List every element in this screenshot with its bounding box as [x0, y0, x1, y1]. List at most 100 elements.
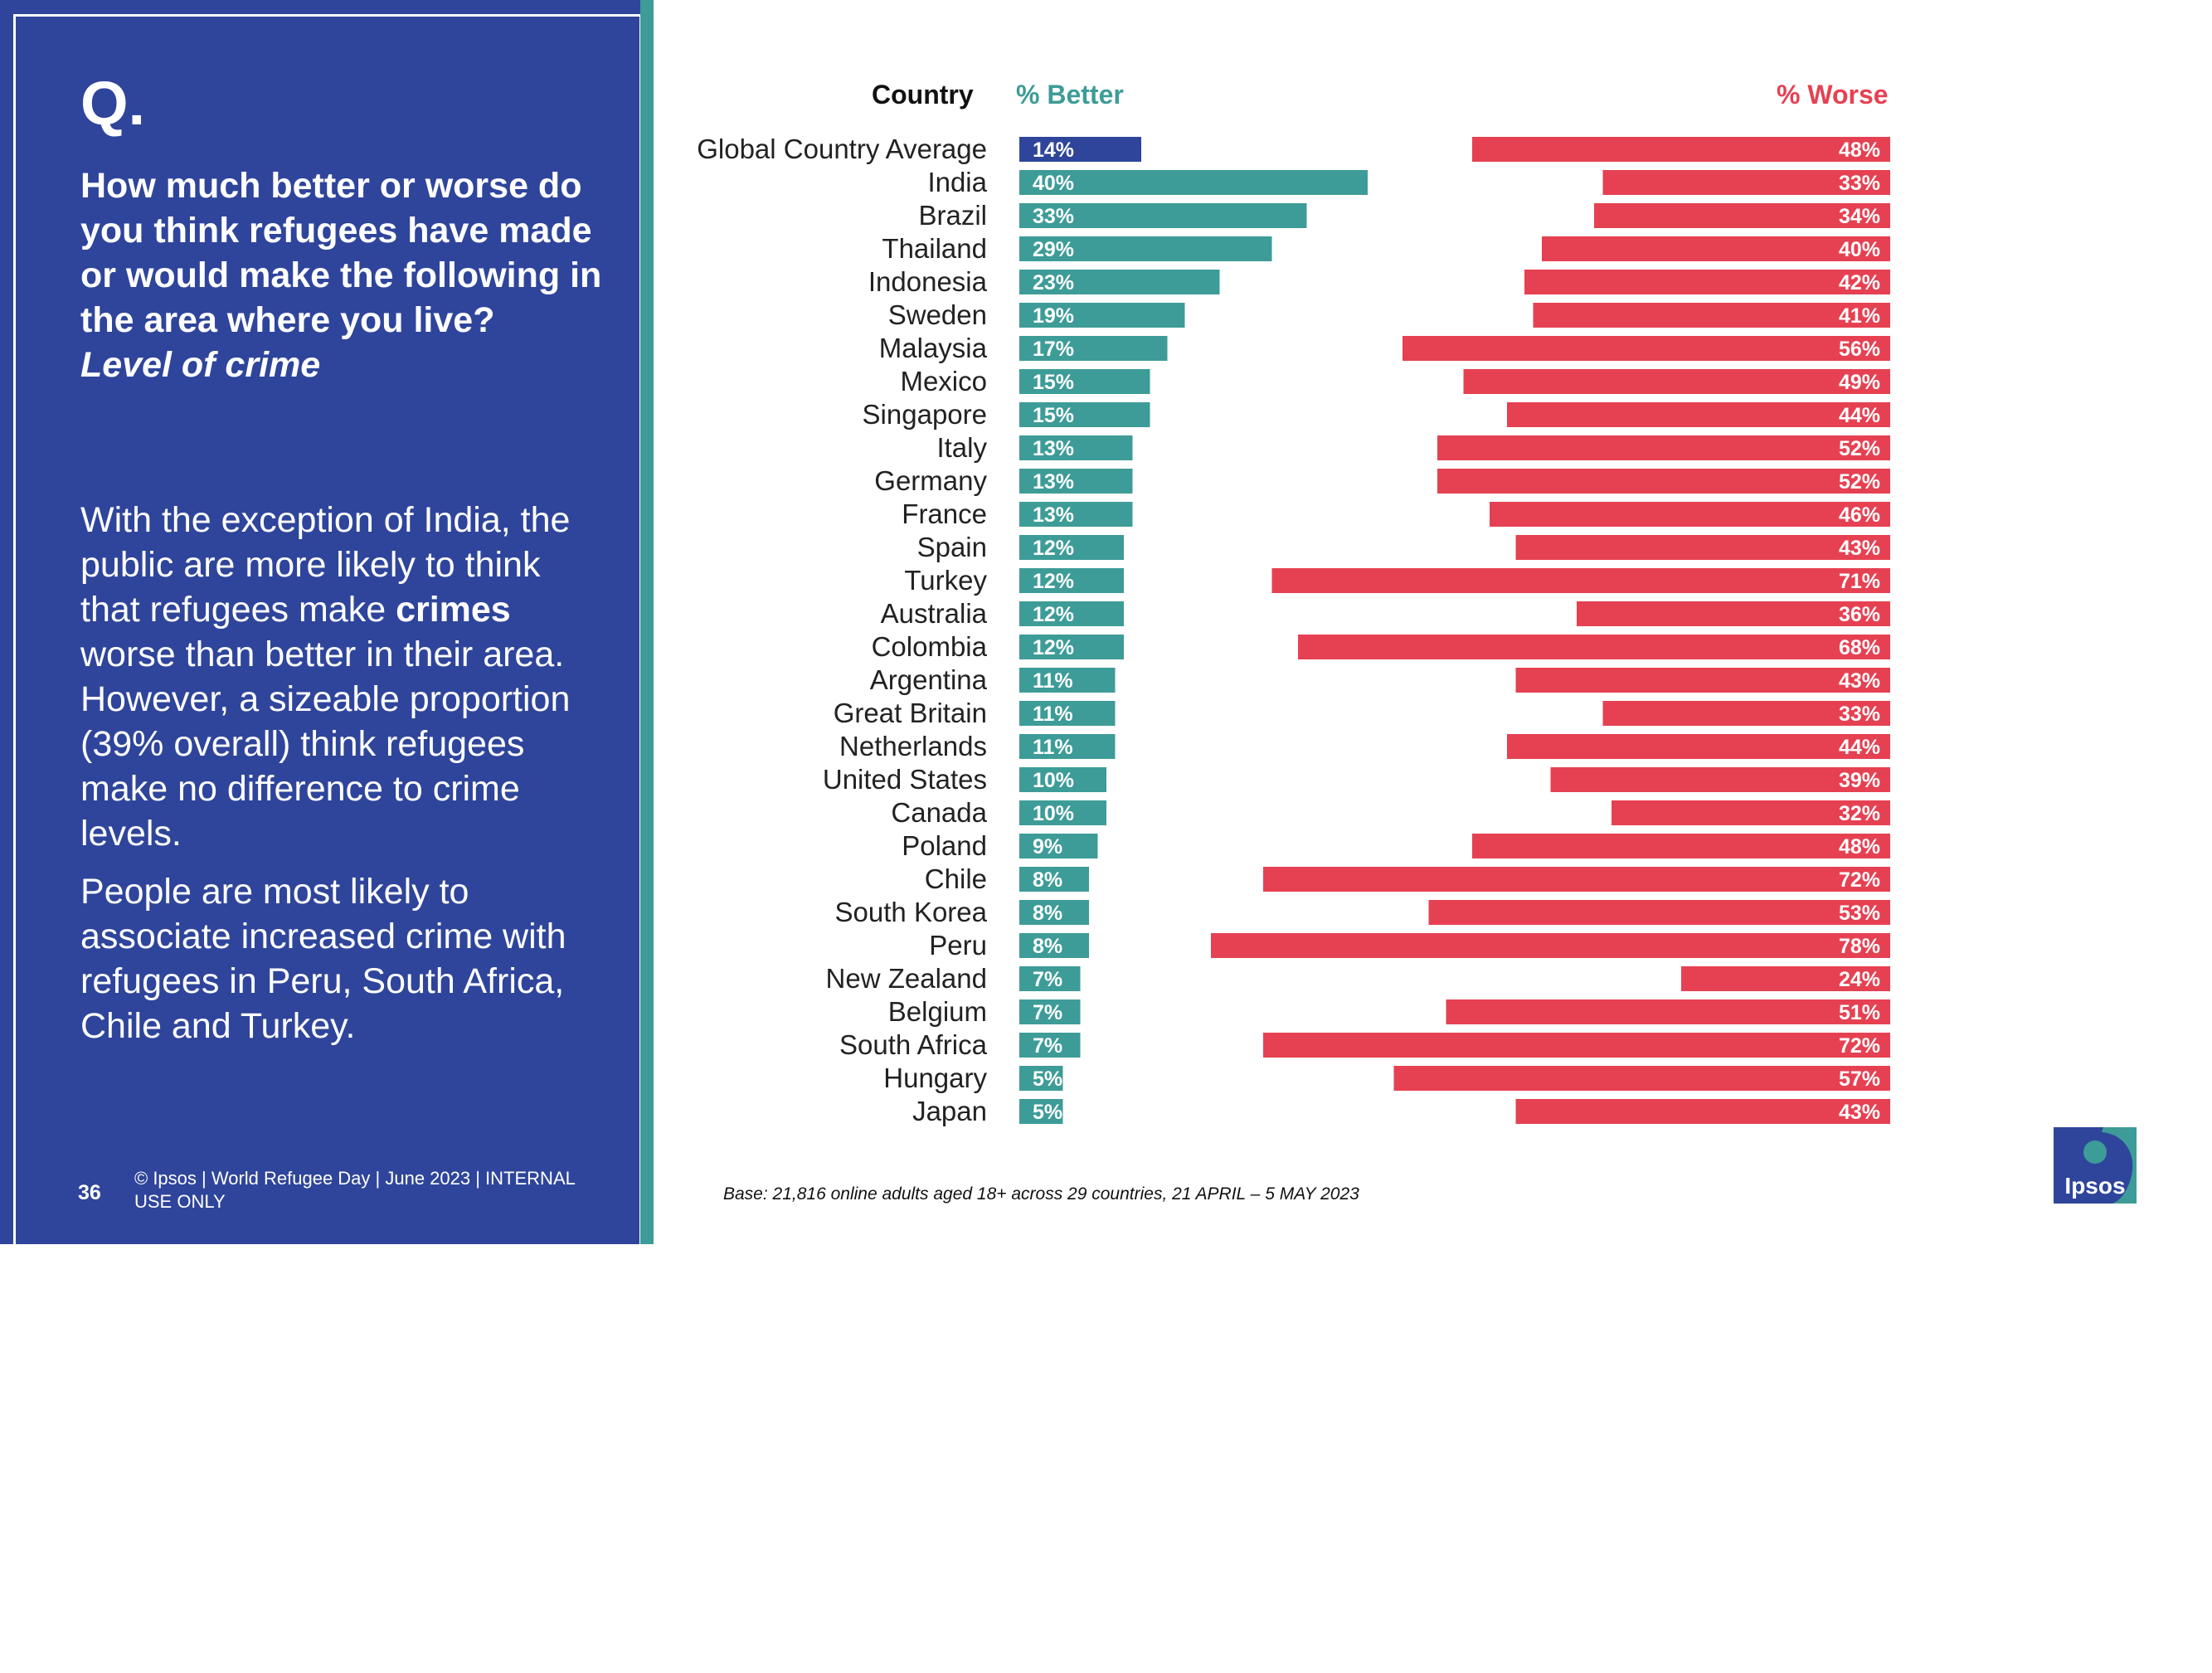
better-value-label: 7%: [1033, 1034, 1062, 1058]
worse-bar: [1524, 270, 1890, 294]
better-value-label: 8%: [1033, 868, 1062, 892]
worse-value-label: 43%: [1839, 1101, 1880, 1124]
worse-bar: [1507, 734, 1890, 759]
better-value-label: 8%: [1033, 935, 1062, 958]
category-label: Hungary: [883, 1063, 987, 1093]
footer-copyright: © Ipsos | World Refugee Day | June 2023 …: [134, 1168, 576, 1212]
worse-value-label: 43%: [1839, 537, 1880, 560]
better-value-label: 11%: [1033, 703, 1073, 726]
worse-bar: [1472, 834, 1890, 858]
para1-bold: crimes: [396, 590, 511, 630]
ipsos-logo: Ipsos: [2054, 1127, 2137, 1204]
better-value-label: 29%: [1033, 238, 1074, 261]
worse-value-label: 48%: [1839, 139, 1880, 162]
better-value-label: 15%: [1033, 371, 1074, 394]
worse-bar: [1594, 203, 1890, 228]
better-bar: [1019, 1033, 1081, 1058]
worse-bar: [1263, 867, 1890, 892]
logo-text: Ipsos: [2064, 1173, 2125, 1199]
better-value-label: 13%: [1033, 437, 1074, 460]
worse-value-label: 46%: [1839, 503, 1880, 527]
category-label: India: [927, 167, 987, 197]
worse-value-label: 49%: [1839, 371, 1880, 394]
worse-bar: [1463, 369, 1890, 394]
better-bar: [1019, 369, 1150, 394]
worse-value-label: 42%: [1839, 271, 1880, 294]
better-value-label: 14%: [1033, 139, 1074, 162]
better-bar: [1019, 469, 1133, 494]
worse-bar: [1602, 701, 1890, 726]
worse-value-label: 71%: [1839, 570, 1880, 593]
base-note: Base: 21,816 online adults aged 18+ acro…: [723, 1184, 1359, 1204]
category-label: Malaysia: [879, 333, 988, 363]
worse-value-label: 57%: [1839, 1068, 1880, 1091]
worse-value-label: 43%: [1839, 669, 1880, 693]
category-label: South Africa: [839, 1029, 988, 1060]
better-value-label: 19%: [1033, 304, 1074, 328]
better-bar: [1019, 568, 1124, 593]
worse-value-label: 33%: [1839, 703, 1880, 726]
better-bar: [1019, 137, 1141, 162]
question-subtopic: Level of crime: [80, 345, 321, 385]
worse-bar: [1515, 1099, 1890, 1124]
worse-bar: [1403, 336, 1890, 361]
worse-bar: [1298, 635, 1890, 659]
worse-value-label: 24%: [1839, 968, 1880, 991]
worse-bar: [1263, 1033, 1890, 1058]
better-bar: [1019, 303, 1185, 328]
better-bar: [1019, 270, 1220, 294]
question-mark: Q.: [80, 69, 146, 138]
better-value-label: 13%: [1033, 470, 1074, 494]
worse-bar: [1446, 999, 1890, 1024]
worse-value-label: 44%: [1839, 404, 1880, 427]
logo-teal-shape: [2102, 1127, 2137, 1204]
category-label: Germany: [874, 465, 987, 496]
worse-bar: [1271, 568, 1890, 593]
category-label: Canada: [891, 797, 987, 828]
worse-value-label: 36%: [1839, 603, 1880, 626]
worse-value-label: 53%: [1839, 902, 1880, 925]
teal-accent-strip: [640, 0, 654, 1244]
worse-bar: [1533, 303, 1890, 328]
worse-bar: [1515, 668, 1890, 693]
category-label: Indonesia: [868, 266, 988, 297]
better-value-label: 7%: [1033, 968, 1062, 991]
page-number: 36: [78, 1181, 101, 1204]
worse-value-label: 48%: [1839, 835, 1880, 858]
question-text: How much better or worse do you think re…: [80, 163, 611, 387]
header-better: % Better: [1016, 80, 1124, 109]
worse-value-label: 33%: [1839, 172, 1880, 195]
worse-value-label: 34%: [1839, 205, 1880, 228]
worse-bar: [1472, 137, 1890, 162]
category-label: United States: [823, 764, 987, 795]
category-label: Netherlands: [839, 731, 987, 761]
better-bar: [1019, 435, 1133, 460]
worse-bar: [1515, 535, 1890, 560]
better-value-label: 5%: [1033, 1101, 1062, 1124]
better-bar: [1019, 999, 1081, 1024]
better-bar: [1019, 834, 1098, 858]
better-value-label: 10%: [1033, 802, 1074, 825]
category-label: Belgium: [888, 996, 987, 1027]
worse-bar: [1507, 402, 1890, 427]
para1-part-b: worse than better in their area. However…: [80, 635, 571, 854]
worse-value-label: 39%: [1839, 769, 1880, 792]
better-value-label: 5%: [1033, 1068, 1062, 1091]
worse-value-label: 41%: [1839, 304, 1880, 328]
better-value-label: 12%: [1033, 570, 1074, 593]
category-label: Australia: [881, 598, 988, 629]
better-bar: [1019, 734, 1116, 759]
worse-value-label: 72%: [1839, 868, 1880, 892]
better-bar: [1019, 336, 1168, 361]
better-bar: [1019, 203, 1307, 228]
better-bar: [1019, 635, 1124, 659]
category-label: Colombia: [872, 631, 988, 662]
worse-bar: [1490, 502, 1890, 527]
better-bar: [1019, 1066, 1063, 1091]
worse-value-label: 78%: [1839, 935, 1880, 958]
better-value-label: 11%: [1033, 736, 1073, 759]
better-value-label: 17%: [1033, 338, 1074, 361]
better-bar: [1019, 502, 1133, 527]
better-value-label: 10%: [1033, 769, 1074, 792]
better-value-label: 11%: [1033, 669, 1073, 693]
